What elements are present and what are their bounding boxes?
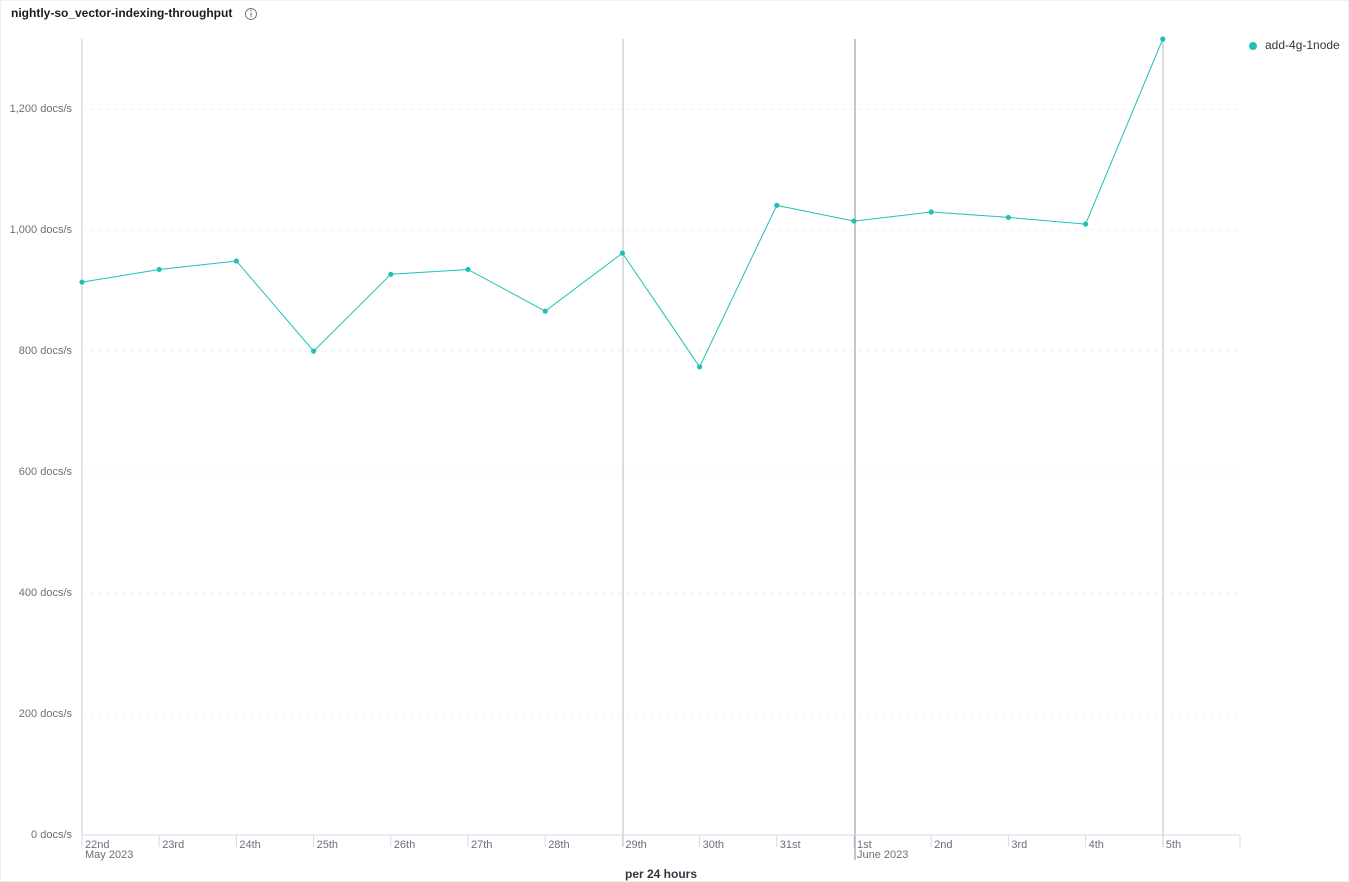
- y-tick-label: 800 docs/s: [19, 345, 73, 357]
- x-tick-label: 30th: [703, 839, 724, 851]
- x-tick-label: 23rd: [162, 839, 184, 851]
- x-month-label: June 2023: [857, 849, 908, 861]
- x-tick-label: 3rd: [1011, 839, 1027, 851]
- x-tick-label: 2nd: [934, 839, 952, 851]
- x-tick-label: 22nd: [85, 839, 109, 851]
- data-point: [542, 308, 548, 314]
- data-point: [928, 209, 934, 215]
- data-point: [233, 258, 239, 264]
- data-point: [311, 348, 317, 354]
- y-tick-label: 1,000 docs/s: [10, 224, 73, 236]
- data-point: [774, 202, 780, 208]
- data-point: [1083, 221, 1089, 227]
- legend-label[interactable]: add-4g-1node: [1265, 38, 1340, 52]
- info-icon[interactable]: [245, 8, 257, 20]
- x-tick-label: 31st: [780, 839, 801, 851]
- x-axis-title: per 24 hours: [625, 867, 697, 881]
- y-tick-label: 0 docs/s: [31, 829, 72, 841]
- x-tick-label: 25th: [317, 839, 338, 851]
- x-tick-label: 5th: [1166, 839, 1181, 851]
- x-tick-label: 24th: [239, 839, 260, 851]
- data-point: [1005, 214, 1012, 221]
- y-tick-label: 400 docs/s: [19, 587, 73, 599]
- data-point: [619, 250, 626, 256]
- x-tick-label: 27th: [471, 839, 492, 851]
- y-tick-label: 200 docs/s: [19, 708, 73, 720]
- x-tick-label: 26th: [394, 839, 415, 851]
- data-point: [1160, 36, 1166, 42]
- x-tick-label: 4th: [1089, 839, 1104, 851]
- data-point: [851, 218, 857, 224]
- legend-marker: [1249, 42, 1257, 50]
- x-month-label: May 2023: [85, 849, 133, 861]
- y-tick-label: 600 docs/s: [19, 466, 73, 478]
- data-point: [697, 364, 703, 370]
- data-point: [388, 271, 394, 277]
- data-point: [79, 279, 85, 285]
- y-tick-label: 1,200 docs/s: [10, 103, 73, 115]
- chart-title: nightly-so_vector-indexing-throughput: [11, 6, 232, 20]
- x-tick-label: 29th: [625, 839, 646, 851]
- x-tick-label: 1st: [857, 839, 872, 851]
- data-point: [465, 266, 471, 273]
- data-point: [156, 266, 162, 273]
- x-tick-label: 28th: [548, 839, 569, 851]
